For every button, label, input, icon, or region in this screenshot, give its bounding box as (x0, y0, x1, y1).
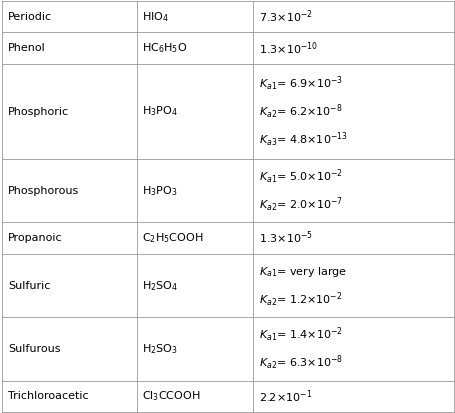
Text: $K_{a1}$= 6.9×10$^{-3}$: $K_{a1}$= 6.9×10$^{-3}$ (258, 74, 342, 93)
Text: H$_3$PO$_3$: H$_3$PO$_3$ (142, 184, 177, 197)
Text: $K_{a1}$= very large: $K_{a1}$= very large (258, 265, 346, 279)
Text: 1.3×10$^{-5}$: 1.3×10$^{-5}$ (258, 230, 312, 247)
Text: $K_{a2}$= 2.0×10$^{-7}$: $K_{a2}$= 2.0×10$^{-7}$ (258, 195, 342, 214)
Text: Cl$_3$CCOOH: Cl$_3$CCOOH (142, 389, 200, 403)
Text: $K_{a2}$= 6.3×10$^{-8}$: $K_{a2}$= 6.3×10$^{-8}$ (258, 354, 342, 372)
Text: $K_{a3}$= 4.8×10$^{-13}$: $K_{a3}$= 4.8×10$^{-13}$ (258, 130, 347, 149)
Text: 7.3×10$^{-2}$: 7.3×10$^{-2}$ (258, 8, 312, 25)
Text: 2.2×10$^{-1}$: 2.2×10$^{-1}$ (258, 388, 311, 405)
Text: Sulfuric: Sulfuric (8, 280, 50, 291)
Text: Phenol: Phenol (8, 43, 46, 53)
Text: Periodic: Periodic (8, 12, 52, 21)
Text: C$_2$H$_5$COOH: C$_2$H$_5$COOH (142, 231, 203, 245)
Text: $K_{a1}$= 5.0×10$^{-2}$: $K_{a1}$= 5.0×10$^{-2}$ (258, 168, 342, 186)
Text: HC$_6$H$_5$O: HC$_6$H$_5$O (142, 41, 187, 55)
Text: H$_3$PO$_4$: H$_3$PO$_4$ (142, 104, 178, 119)
Text: H$_2$SO$_3$: H$_2$SO$_3$ (142, 342, 178, 356)
Text: Propanoic: Propanoic (8, 233, 62, 243)
Text: Phosphorous: Phosphorous (8, 186, 79, 196)
Text: Trichloroacetic: Trichloroacetic (8, 392, 88, 401)
Text: $K_{a2}$= 1.2×10$^{-2}$: $K_{a2}$= 1.2×10$^{-2}$ (258, 290, 341, 309)
Text: $K_{a2}$= 6.2×10$^{-8}$: $K_{a2}$= 6.2×10$^{-8}$ (258, 102, 342, 121)
Text: H$_2$SO$_4$: H$_2$SO$_4$ (142, 279, 178, 292)
Text: 1.3×10$^{-10}$: 1.3×10$^{-10}$ (258, 40, 317, 57)
Text: Sulfurous: Sulfurous (8, 344, 60, 354)
Text: $K_{a1}$= 1.4×10$^{-2}$: $K_{a1}$= 1.4×10$^{-2}$ (258, 326, 342, 344)
Text: Phosphoric: Phosphoric (8, 107, 69, 116)
Text: HIO$_4$: HIO$_4$ (142, 10, 169, 24)
